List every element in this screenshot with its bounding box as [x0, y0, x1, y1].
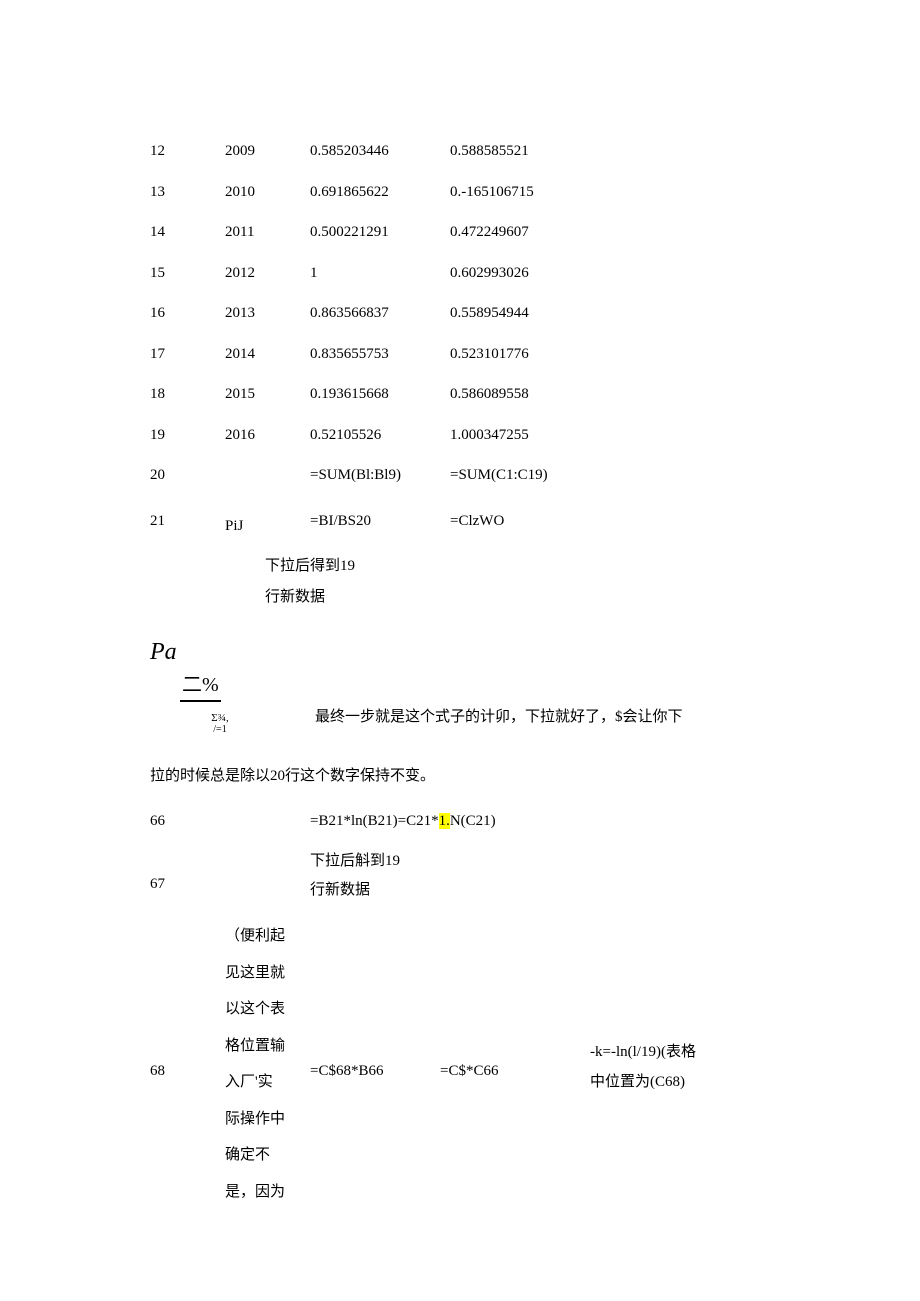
- cell-a: 18: [150, 383, 225, 406]
- note-line: 确定不: [225, 1144, 310, 1167]
- cell-d: 0.588585521: [450, 140, 610, 163]
- cell-a: 12: [150, 140, 225, 163]
- table-row: 1220090.5852034460.588585521: [150, 140, 770, 163]
- note-line: 以这个表: [225, 998, 310, 1021]
- sigma-top: Σ¾,: [205, 712, 235, 724]
- document-page: 1220090.5852034460.588585521 1320100.6918…: [0, 0, 920, 1301]
- cell-c: 0.585203446: [310, 140, 450, 163]
- cell-b: 2016: [225, 424, 310, 447]
- table-row-68: 68 （便利起见这里就以这个表格位置输入厂'实际操作中确定不是，因为 =C$68…: [150, 925, 770, 1217]
- cell-c: 0.193615668: [310, 383, 450, 406]
- cell-d: 0.472249607: [450, 221, 610, 244]
- cell-c-multiline: 下拉后斛到19 行新数据: [310, 850, 400, 907]
- cell-a: 67: [150, 861, 225, 896]
- cell-a: 19: [150, 424, 225, 447]
- cell-a: 66: [150, 810, 225, 833]
- table-row-21: 21 PiJ =BI/BS20 =ClzWO: [150, 505, 770, 538]
- cell-d: 1.000347255: [450, 424, 610, 447]
- note-line: 见这里就: [225, 962, 310, 985]
- formula-line2: 二%: [180, 670, 221, 702]
- cell-a: 13: [150, 181, 225, 204]
- cell-c: =B21*ln(B21)=C21*1.N(C21): [310, 810, 496, 833]
- note-line: 入厂'实: [225, 1071, 310, 1094]
- table-row: 1620130.8635668370.558954944: [150, 302, 770, 325]
- formula-highlight: 1.: [439, 813, 450, 829]
- note-line: （便利起: [225, 925, 310, 948]
- note-21: 下拉后得到19 行新数据: [265, 555, 770, 616]
- cell-b: 2012: [225, 262, 310, 285]
- cell-b: 2011: [225, 221, 310, 244]
- table-row-66: 66 =B21*ln(B21)=C21*1.N(C21): [150, 810, 770, 833]
- cell-a: 68: [150, 1060, 225, 1083]
- note-line: 下拉后得到19: [265, 555, 770, 578]
- formula-sigma: Σ¾, /=1: [205, 712, 235, 735]
- cell-c: 0.52105526: [310, 424, 450, 447]
- cell-c: 0.835655753: [310, 343, 450, 366]
- note-line: 中位置为(C68): [590, 1071, 696, 1094]
- cell-c: =C$68*B66: [310, 1060, 440, 1083]
- cell-d: =C$*C66: [440, 1060, 590, 1083]
- cell-d: 0.523101776: [450, 343, 610, 366]
- table-row: 1820150.1936156680.586089558: [150, 383, 770, 406]
- table-row-20: 20 =SUM(Bl:Bl9) =SUM(C1:C19): [150, 464, 770, 487]
- cell-b: 2014: [225, 343, 310, 366]
- cell-b: 2009: [225, 140, 310, 163]
- cell-d: 0.602993026: [450, 262, 610, 285]
- cell-b-multiline: （便利起见这里就以这个表格位置输入厂'实际操作中确定不是，因为: [225, 925, 310, 1217]
- cell-d: 0.586089558: [450, 383, 610, 406]
- paragraph-1: 拉的时候总是除以20行这个数字保持不变。: [150, 765, 770, 788]
- note-line: 是，因为: [225, 1181, 310, 1204]
- table-row: 1720140.8356557530.523101776: [150, 343, 770, 366]
- cell-a: 14: [150, 221, 225, 244]
- cell-a: 16: [150, 302, 225, 325]
- data-table-top: 1220090.5852034460.588585521 1320100.6918…: [150, 140, 770, 446]
- cell-c: 1: [310, 262, 450, 285]
- cell-c: =SUM(Bl:Bl9): [310, 464, 450, 487]
- cell-c: 0.691865622: [310, 181, 450, 204]
- cell-e-multiline: -k=-ln(l/19)(表格中位置为(C68): [590, 1041, 696, 1102]
- cell-c: 0.863566837: [310, 302, 450, 325]
- cell-d: =ClzWO: [450, 510, 610, 533]
- table-row: 1320100.6918656220.-165106715: [150, 181, 770, 204]
- cell-d: 0.-165106715: [450, 181, 610, 204]
- cell-c: 0.500221291: [310, 221, 450, 244]
- cell-b: PiJ: [225, 505, 310, 538]
- cell-a: 20: [150, 464, 225, 487]
- table-row: 1920160.521055261.000347255: [150, 424, 770, 447]
- formula-pa: Pa: [150, 634, 770, 670]
- formula-post: N(C21): [450, 813, 496, 829]
- note-line: 行新数据: [310, 879, 400, 902]
- note-line: 下拉后斛到19: [310, 850, 400, 873]
- note-line: -k=-ln(l/19)(表格: [590, 1041, 696, 1064]
- cell-a: 21: [150, 510, 225, 533]
- sigma-sub: /=1: [205, 724, 235, 735]
- note-line: 行新数据: [265, 586, 770, 609]
- table-row: 15201210.602993026: [150, 262, 770, 285]
- formula-text: 最终一步就是这个式子的计卯，下拉就好了，$会让你下: [315, 706, 683, 729]
- cell-d: =SUM(C1:C19): [450, 464, 610, 487]
- cell-d: 0.558954944: [450, 302, 610, 325]
- table-row-67: 67 下拉后斛到19 行新数据: [150, 850, 770, 907]
- cell-b: 2015: [225, 383, 310, 406]
- table-row: 1420110.5002212910.472249607: [150, 221, 770, 244]
- formula-block: Pa 二% Σ¾, /=1 最终一步就是这个式子的计卯，下拉就好了，$会让你下: [150, 634, 770, 735]
- cell-b: 2013: [225, 302, 310, 325]
- formula-pre: =B21*ln(B21)=C21*: [310, 813, 439, 829]
- note-line: 际操作中: [225, 1108, 310, 1131]
- cell-a: 17: [150, 343, 225, 366]
- note-line: 格位置输: [225, 1035, 310, 1058]
- cell-c: =BI/BS20: [310, 510, 450, 533]
- cell-a: 15: [150, 262, 225, 285]
- cell-b: 2010: [225, 181, 310, 204]
